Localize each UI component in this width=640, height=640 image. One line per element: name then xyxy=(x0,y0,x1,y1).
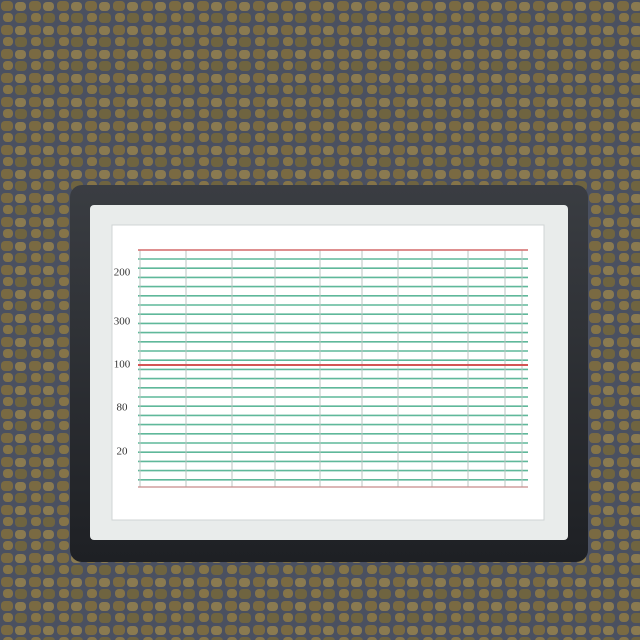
grid xyxy=(138,249,528,488)
axis-label: 300 xyxy=(114,316,131,328)
axis-label: 200 xyxy=(114,267,131,279)
axis-label: 100 xyxy=(114,359,131,371)
chart-panel xyxy=(111,224,545,521)
axis-labels: 200 300 100 80 20 xyxy=(114,267,131,458)
axis-label: 80 xyxy=(117,402,129,414)
axis-label: 20 xyxy=(117,446,129,458)
